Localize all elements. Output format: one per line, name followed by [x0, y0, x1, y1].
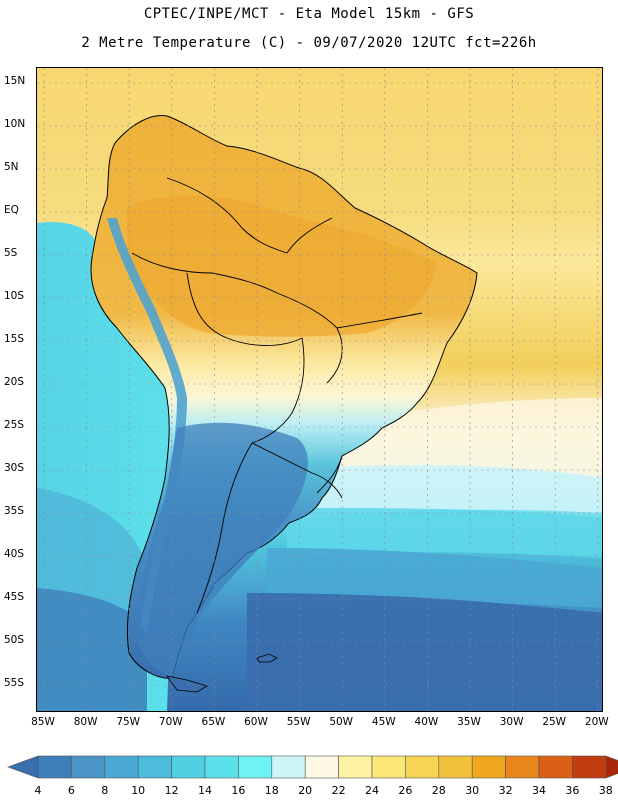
longitude-label: 65W — [201, 716, 226, 728]
latitude-label: EQ — [4, 204, 19, 216]
latitude-label: 10N — [4, 118, 26, 130]
longitude-label: 25W — [542, 716, 567, 728]
longitude-label: 35W — [457, 716, 481, 728]
graticule — [37, 68, 602, 711]
colorbar-swatch — [405, 755, 440, 779]
colorbar-level-label: 20 — [298, 784, 313, 797]
southern-cone-cold — [137, 422, 308, 678]
colorbar-swatch — [238, 755, 273, 779]
longitude-label: 40W — [414, 716, 439, 728]
latitude-label: 15N — [4, 75, 26, 87]
latitude-label: 20S — [4, 376, 25, 388]
atlantic-cyan-band — [287, 508, 602, 558]
colorbar-swatch — [137, 755, 172, 779]
colorbar-level-label: 30 — [465, 784, 480, 797]
colorbar-swatch — [438, 755, 473, 779]
colorbar-swatch — [104, 755, 139, 779]
latitude-label: 45S — [4, 591, 25, 603]
latitude-label: 30S — [4, 462, 25, 474]
atlantic-deep-band — [247, 593, 602, 711]
latitude-label: 35S — [4, 505, 25, 517]
colorbar-level-label: 38 — [598, 784, 613, 797]
colorbar-swatch — [371, 755, 406, 779]
colorbar-swatch — [471, 755, 506, 779]
map-subtitle: 2 Metre Temperature (C) - 09/07/2020 12U… — [81, 35, 537, 51]
colorbar-swatch — [271, 755, 306, 779]
longitude-label: 75W — [116, 716, 141, 728]
longitude-label: 45W — [371, 716, 396, 728]
latitude-label: 55S — [4, 677, 25, 689]
latitude-label: 5S — [4, 247, 18, 259]
longitude-label: 50W — [329, 716, 354, 728]
country-borders — [131, 177, 423, 614]
colorbar-level-label: 4 — [34, 784, 42, 797]
colorbar-level-label: 28 — [431, 784, 446, 797]
map-title: CPTEC/INPE/MCT - Eta Model 15km - GFS — [143, 6, 475, 22]
latitude-label: 25S — [4, 419, 25, 431]
colorbar-swatch — [538, 755, 573, 779]
colorbar-arrow-low — [7, 755, 39, 779]
colorbar-level-label: 14 — [198, 784, 212, 797]
amazon-warm-zone — [127, 195, 437, 337]
colorbar-level-label: 34 — [532, 784, 546, 797]
latitude-label: 50S — [4, 634, 25, 646]
colorbar-swatch — [71, 755, 106, 779]
temperature-map — [36, 67, 603, 712]
colorbar-level-label: 26 — [398, 784, 413, 797]
longitude-label: 30W — [499, 716, 524, 728]
atlantic-light-blue-band — [307, 465, 602, 518]
pacific-coldest — [37, 588, 147, 711]
colorbar-level-label: 8 — [101, 784, 109, 797]
falkland-islands — [256, 653, 278, 663]
temperature-colorbar — [7, 755, 618, 779]
colorbar-level-label: 10 — [131, 784, 146, 797]
colorbar-swatch — [204, 755, 239, 779]
colorbar-level-label: 24 — [365, 784, 379, 797]
colorbar-level-label: 16 — [231, 784, 246, 797]
colorbar-swatch — [304, 755, 339, 779]
colorbar-level-label: 12 — [164, 784, 179, 797]
longitude-label: 85W — [31, 716, 55, 728]
longitude-label: 80W — [73, 716, 98, 728]
colorbar-swatch — [37, 755, 72, 779]
latitude-label: 40S — [4, 548, 25, 560]
latitude-label: 5N — [4, 161, 19, 173]
longitude-label: 55W — [286, 716, 311, 728]
andes-cool-strip — [107, 218, 187, 633]
colorbar-swatch — [338, 755, 373, 779]
longitude-label: 20W — [584, 716, 609, 728]
longitude-label: 70W — [158, 716, 183, 728]
colorbar-level-label: 22 — [331, 784, 346, 797]
colorbar-level-label: 18 — [264, 784, 279, 797]
latitude-label: 10S — [4, 290, 25, 302]
longitude-label: 60W — [244, 716, 268, 728]
colorbar-swatch — [171, 755, 206, 779]
tierra-del-fuego — [166, 675, 208, 693]
colorbar-swatch — [505, 755, 540, 779]
colorbar-level-label: 36 — [565, 784, 580, 797]
colorbar-level-label: 6 — [67, 784, 75, 797]
colorbar-level-label: 32 — [498, 784, 513, 797]
atlantic-blue-band — [267, 548, 602, 608]
colorbar-arrow-high — [605, 755, 618, 779]
colorbar-swatch — [572, 755, 607, 779]
atlantic-pale-band — [337, 398, 602, 478]
latitude-label: 15S — [4, 333, 25, 345]
